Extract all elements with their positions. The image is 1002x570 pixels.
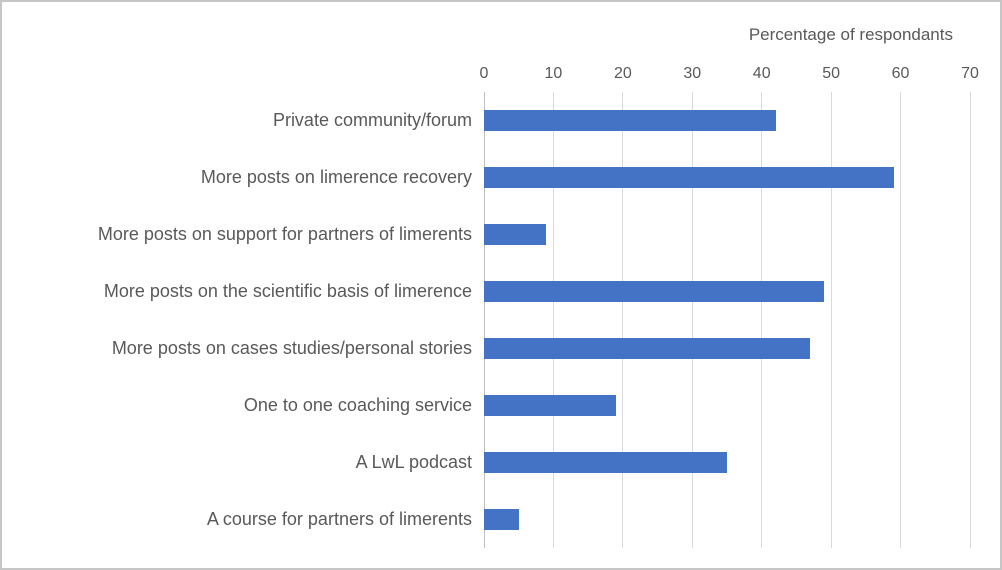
axis-title: Percentage of respondants xyxy=(748,25,953,44)
x-tick-label: 0 xyxy=(479,65,489,82)
x-tick-label: 30 xyxy=(683,65,702,82)
bar xyxy=(484,224,547,245)
gridline xyxy=(830,92,832,548)
gridline xyxy=(622,92,624,548)
x-tick-label: 60 xyxy=(891,65,910,82)
bar xyxy=(484,281,825,302)
x-tick-label: 40 xyxy=(752,65,771,82)
category-label: A course for partners of limerents xyxy=(206,509,472,529)
category-label: More posts on the scientific basis of li… xyxy=(103,281,472,301)
bar xyxy=(484,395,616,416)
category-label: Private community/forum xyxy=(272,110,472,130)
gridline xyxy=(691,92,693,548)
x-tick-label: 10 xyxy=(544,65,563,82)
gridline xyxy=(900,92,902,548)
gridline xyxy=(969,92,971,548)
category-label: One to one coaching service xyxy=(243,395,472,415)
bar xyxy=(484,509,519,530)
x-tick-label: 20 xyxy=(613,65,632,82)
gridline xyxy=(761,92,763,548)
x-tick-label: 50 xyxy=(822,65,841,82)
bar xyxy=(484,338,811,359)
category-label: More posts on support for partners of li… xyxy=(97,224,472,244)
x-tick-label: 70 xyxy=(961,65,979,82)
plot-area xyxy=(483,92,971,548)
bar xyxy=(484,110,776,131)
category-labels: Private community/forum More posts on lim… xyxy=(14,92,472,548)
category-label: A LwL podcast xyxy=(355,452,472,472)
category-label: More posts on cases studies/personal sto… xyxy=(111,338,472,358)
bar xyxy=(484,452,727,473)
bar xyxy=(484,167,894,188)
y-axis-line xyxy=(483,92,485,548)
gridline xyxy=(552,92,554,548)
category-label: More posts on limerence recovery xyxy=(200,167,472,187)
